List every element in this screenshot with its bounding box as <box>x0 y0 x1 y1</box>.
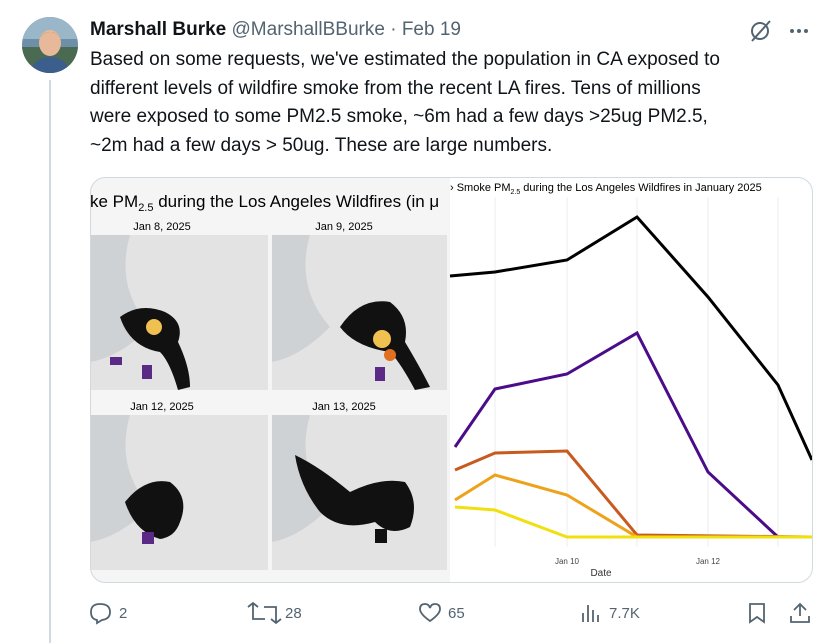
like-count: 65 <box>448 605 465 622</box>
reply-icon[interactable] <box>90 603 111 625</box>
map-panel <box>272 235 447 390</box>
author-handle[interactable]: @MarshallBBurke <box>231 19 385 40</box>
tweet-text: Based on some requests, we've estimated … <box>90 46 720 160</box>
bookmark-icon[interactable] <box>749 603 765 624</box>
map-title: ke PM2.5 during the Los Angeles Wildfire… <box>90 192 439 214</box>
map-date: Jan 9, 2025 <box>315 221 373 233</box>
separator: · <box>390 19 397 40</box>
thread-line <box>49 80 51 643</box>
x-label: Jan 12 <box>696 557 721 566</box>
header-icons <box>751 20 808 42</box>
tweet-date[interactable]: Feb 19 <box>401 19 461 40</box>
media[interactable]: ke PM2.5 during the Los Angeles Wildfire… <box>90 177 813 583</box>
line-yellow <box>454 505 812 539</box>
x-axis-label: Date <box>590 568 612 579</box>
reply-count: 2 <box>119 605 128 622</box>
text-line: Based on some requests, we've estimated … <box>90 49 720 70</box>
grok-icon[interactable] <box>751 22 769 40</box>
action-icons <box>90 601 810 625</box>
views-icon[interactable] <box>582 605 599 622</box>
like-icon[interactable] <box>419 603 441 623</box>
map-date: Jan 12, 2025 <box>130 401 194 413</box>
chart-panel: › Smoke PM2.5 during the Los Angeles Wil… <box>449 177 813 583</box>
text-line: were exposed to some PM2.5 smoke, ~6m ha… <box>90 106 708 127</box>
map-panel <box>90 235 268 390</box>
map-date: Jan 13, 2025 <box>312 401 376 413</box>
line-black <box>449 215 813 461</box>
map-panel <box>90 415 268 570</box>
map-panel <box>272 415 447 570</box>
avatar[interactable] <box>22 17 78 73</box>
share-icon[interactable] <box>790 602 810 623</box>
text-line: ~2m had a few days > 50ug. These are lar… <box>90 134 553 156</box>
line-orange <box>454 473 638 539</box>
more-icon[interactable] <box>790 29 794 33</box>
repost-count: 28 <box>285 605 302 622</box>
tweet-header: Marshall Burke @MarshallBBurke · Feb 19 <box>90 19 461 41</box>
text-line: different levels of wildfire smoke from … <box>90 77 701 99</box>
repost-icon[interactable] <box>247 601 282 625</box>
line-purple <box>453 330 780 539</box>
view-count: 7.7K <box>609 605 640 622</box>
chart-title: › Smoke PM2.5 during the Los Angeles Wil… <box>450 182 762 196</box>
x-label: Jan 10 <box>555 557 580 566</box>
author-name[interactable]: Marshall Burke <box>90 19 227 40</box>
map-date: Jan 8, 2025 <box>133 221 191 233</box>
